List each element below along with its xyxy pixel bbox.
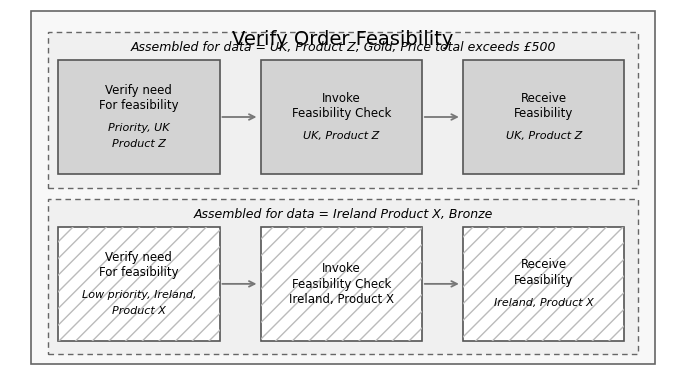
Text: For feasibility: For feasibility bbox=[99, 266, 179, 279]
Text: Product Z: Product Z bbox=[112, 139, 166, 149]
Bar bbox=[58, 60, 220, 174]
Text: UK, Product Z: UK, Product Z bbox=[506, 131, 582, 141]
Bar bbox=[261, 227, 422, 341]
Text: Priority, UK: Priority, UK bbox=[108, 123, 169, 134]
Text: Invoke: Invoke bbox=[322, 92, 361, 105]
Text: Feasibility Check: Feasibility Check bbox=[292, 278, 391, 291]
Bar bbox=[261, 60, 422, 174]
Bar bbox=[463, 227, 624, 341]
Bar bbox=[463, 227, 624, 341]
Bar bbox=[261, 227, 422, 341]
Text: Feasibility: Feasibility bbox=[514, 107, 573, 120]
Text: Ireland, Product X: Ireland, Product X bbox=[289, 293, 394, 306]
Bar bbox=[58, 227, 220, 341]
Bar bbox=[58, 227, 220, 341]
Text: Verify need: Verify need bbox=[106, 84, 172, 97]
Text: Ireland, Product X: Ireland, Product X bbox=[494, 298, 593, 308]
Text: Verify need: Verify need bbox=[106, 251, 172, 264]
Text: Feasibility Check: Feasibility Check bbox=[292, 107, 391, 120]
Bar bbox=[48, 32, 638, 188]
Text: Invoke: Invoke bbox=[322, 262, 361, 275]
Text: UK, Product Z: UK, Product Z bbox=[303, 131, 379, 141]
Text: Assembled for data = Ireland Product X, Bronze: Assembled for data = Ireland Product X, … bbox=[193, 208, 493, 221]
Bar bbox=[48, 199, 638, 354]
Text: Assembled for data = UK, Product Z, Gold, Price total exceeds £500: Assembled for data = UK, Product Z, Gold… bbox=[130, 41, 556, 54]
Text: Receive: Receive bbox=[521, 92, 567, 105]
Text: Verify Order Feasibility: Verify Order Feasibility bbox=[233, 30, 453, 49]
Text: Feasibility: Feasibility bbox=[514, 274, 573, 287]
Text: Receive: Receive bbox=[521, 258, 567, 272]
Text: For feasibility: For feasibility bbox=[99, 99, 179, 112]
Text: Product X: Product X bbox=[112, 306, 166, 316]
Bar bbox=[463, 60, 624, 174]
Text: Low priority, Ireland,: Low priority, Ireland, bbox=[82, 290, 196, 300]
